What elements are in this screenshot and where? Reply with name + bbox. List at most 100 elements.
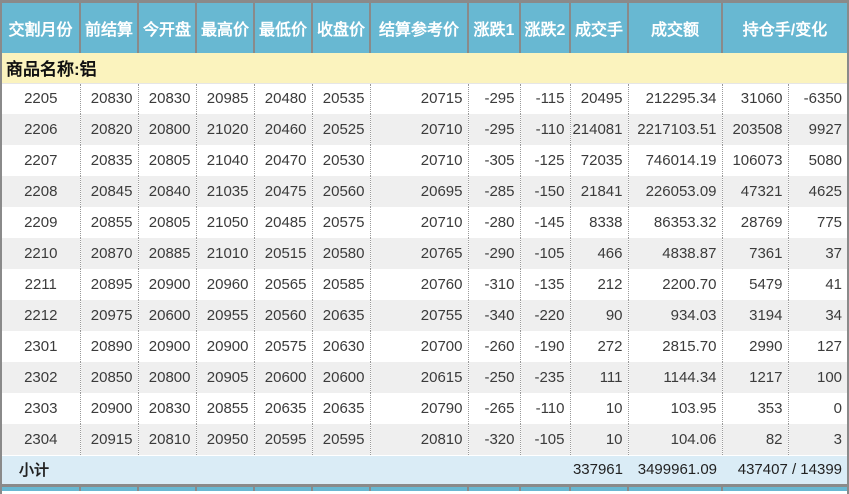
cell-high: 20950: [196, 424, 255, 455]
cell-change1: -280: [468, 207, 521, 238]
cell-prev_settle: 20870: [80, 238, 139, 269]
cell-close: 20635: [312, 393, 371, 424]
cell-open_interest: 1217: [722, 362, 789, 393]
cell-close: 20585: [312, 269, 371, 300]
cell-volume: 90: [570, 300, 629, 331]
cell-volume: 10: [570, 393, 629, 424]
cell-month: 2208: [2, 176, 81, 207]
cell-prev_settle: 20855: [80, 207, 139, 238]
cell-change2: -135: [520, 269, 571, 300]
cell-close: 20600: [312, 362, 371, 393]
cell-oi_change: 5080: [788, 145, 848, 176]
cell-close: 20595: [312, 424, 371, 455]
cell-settle_ref: 20710: [370, 145, 469, 176]
col-header-low: 最低价: [254, 3, 313, 53]
col-header-change2: 涨跌2: [520, 3, 571, 53]
cell-turnover: 2217103.51: [628, 114, 723, 145]
cell-volume: 214081: [570, 114, 629, 145]
cell-prev_settle: 20820: [80, 114, 139, 145]
cell-open: 20800: [138, 114, 197, 145]
table-row: 2205 20830 20830 20985 20480 20535 20715 -295 -1…: [2, 83, 848, 114]
cell-month: 2210: [2, 238, 81, 269]
cell-high: 21040: [196, 145, 255, 176]
cell-open_interest: 106073: [722, 145, 789, 176]
cell-turnover: 746014.19: [628, 145, 723, 176]
cell-month: 2206: [2, 114, 81, 145]
col-header-close: 收盘价: [312, 3, 371, 53]
cell-oi_change: 4625: [788, 176, 848, 207]
cell-turnover: 104.06: [628, 424, 723, 455]
cell-oi_change: 34: [788, 300, 848, 331]
cell-change2: -145: [520, 207, 571, 238]
cell-change2: -125: [520, 145, 571, 176]
cell-settle_ref: 20700: [370, 331, 469, 362]
cell-settle_ref: 20810: [370, 424, 469, 455]
cell-open_interest: 203508: [722, 114, 789, 145]
cell-oi_change: 100: [788, 362, 848, 393]
cell-close: 20525: [312, 114, 371, 145]
table-row: 2304 20915 20810 20950 20595 20595 20810 -320 -1…: [2, 424, 848, 455]
cell-change2: -220: [520, 300, 571, 331]
cell-open: 20830: [138, 393, 197, 424]
cell-settle_ref: 20615: [370, 362, 469, 393]
cell-prev_settle: 20845: [80, 176, 139, 207]
cell-volume: 72035: [570, 145, 629, 176]
cell-open: 20600: [138, 300, 197, 331]
cell-turnover: 934.03: [628, 300, 723, 331]
col-header-open: 今开盘: [138, 3, 197, 53]
cell-prev_settle: 20850: [80, 362, 139, 393]
table-header: 交割月份 前结算 今开盘 最高价 最低价 收盘价 结算参考价 涨跌1 涨跌2 成…: [2, 3, 848, 53]
cell-settle_ref: 20760: [370, 269, 469, 300]
cell-oi_change: -6350: [788, 83, 848, 114]
cell-high: 20955: [196, 300, 255, 331]
cell-low: 20560: [254, 300, 313, 331]
cell-change2: -105: [520, 424, 571, 455]
cell-low: 20460: [254, 114, 313, 145]
cell-volume: 466: [570, 238, 629, 269]
subtotal-oi-change: 437407 / 14399: [722, 454, 848, 485]
cell-open_interest: 353: [722, 393, 789, 424]
table-row: 2209 20855 20805 21050 20485 20575 20710 -280 -1…: [2, 207, 848, 238]
cell-change2: -190: [520, 331, 571, 362]
cell-turnover: 2200.70: [628, 269, 723, 300]
cell-change1: -310: [468, 269, 521, 300]
col-header-month: 交割月份: [2, 3, 81, 53]
cell-open_interest: 3194: [722, 300, 789, 331]
cell-month: 2304: [2, 424, 81, 455]
cell-settle_ref: 20715: [370, 83, 469, 114]
cell-change1: -320: [468, 424, 521, 455]
cell-change2: -110: [520, 393, 571, 424]
cell-close: 20630: [312, 331, 371, 362]
cell-oi_change: 41: [788, 269, 848, 300]
cell-change2: -150: [520, 176, 571, 207]
cell-low: 20600: [254, 362, 313, 393]
cell-open: 20840: [138, 176, 197, 207]
cell-change1: -265: [468, 393, 521, 424]
col-header-high: 最高价: [196, 3, 255, 53]
cell-change1: -340: [468, 300, 521, 331]
cell-change1: -295: [468, 83, 521, 114]
cell-volume: 272: [570, 331, 629, 362]
cell-prev_settle: 20900: [80, 393, 139, 424]
cell-open_interest: 2990: [722, 331, 789, 362]
cell-month: 2207: [2, 145, 81, 176]
cell-open: 20900: [138, 331, 197, 362]
commodity-name-label: 商品名称:铝: [2, 53, 848, 84]
table-row: 2302 20850 20800 20905 20600 20600 20615 -250 -2…: [2, 362, 848, 393]
cell-open: 20805: [138, 145, 197, 176]
cell-high: 21035: [196, 176, 255, 207]
cell-open: 20900: [138, 269, 197, 300]
cell-prev_settle: 20830: [80, 83, 139, 114]
col-header-turnover: 成交额: [628, 3, 723, 53]
cell-prev_settle: 20895: [80, 269, 139, 300]
cell-close: 20560: [312, 176, 371, 207]
cell-settle_ref: 20790: [370, 393, 469, 424]
subtotal-turnover: 3499961.09: [628, 454, 722, 485]
cell-volume: 111: [570, 362, 629, 393]
cell-month: 2205: [2, 83, 81, 114]
cell-close: 20530: [312, 145, 371, 176]
cell-volume: 21841: [570, 176, 629, 207]
cell-open: 20810: [138, 424, 197, 455]
cell-low: 20635: [254, 393, 313, 424]
cell-settle_ref: 20765: [370, 238, 469, 269]
